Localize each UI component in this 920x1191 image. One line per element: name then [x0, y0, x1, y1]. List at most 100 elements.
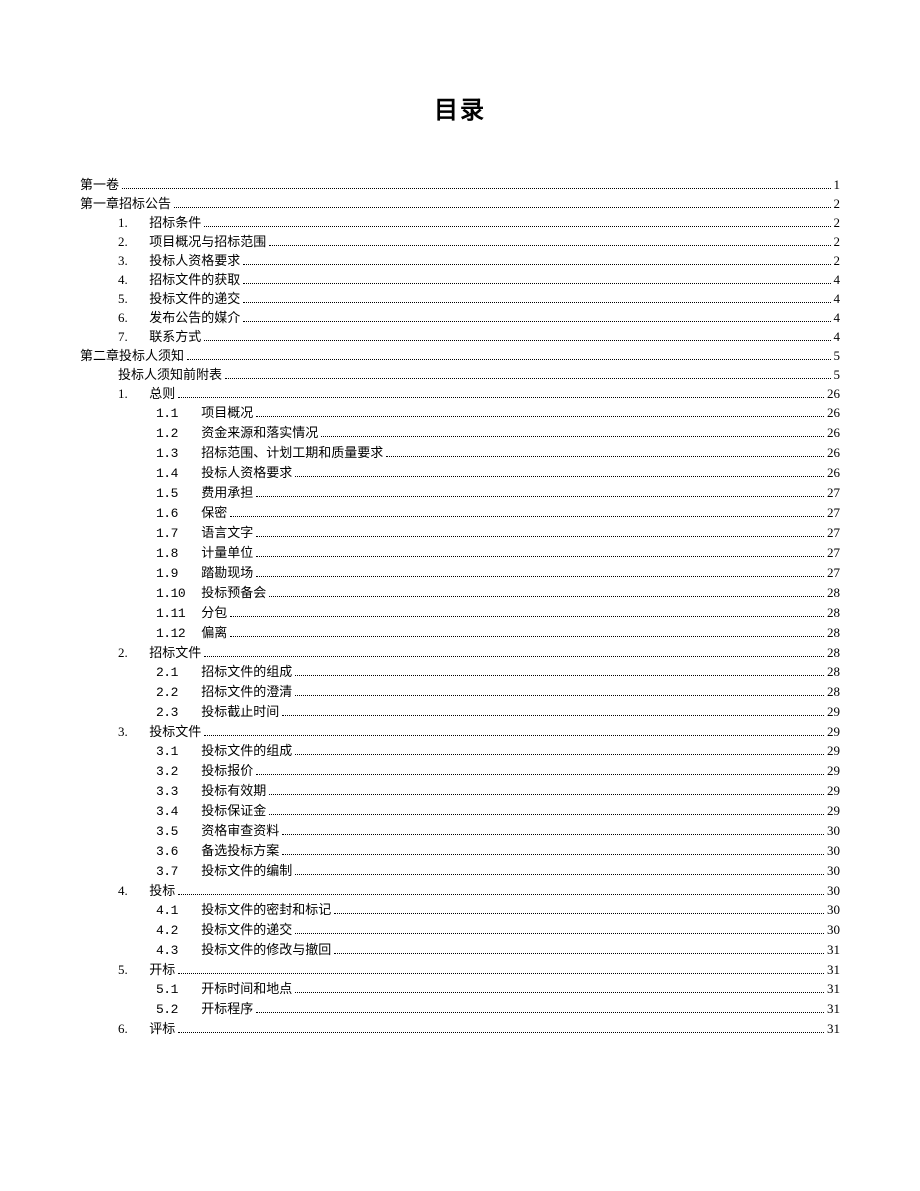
toc-text: 第一卷	[80, 177, 119, 192]
toc-page-number: 27	[827, 543, 840, 562]
toc-number: 3.3	[156, 782, 198, 801]
toc-label: 3. 投标人资格要求	[118, 251, 240, 270]
toc-leader-dots	[225, 378, 830, 379]
toc-text: 投标文件的密封和标记	[201, 902, 331, 917]
toc-entry: 1.12 偏离28	[80, 623, 840, 643]
toc-entry: 1.3 招标范围、计划工期和质量要求26	[80, 443, 840, 463]
toc-entry: 5. 投标文件的递交4	[80, 289, 840, 308]
toc-text: 第一章招标公告	[80, 196, 171, 211]
toc-page-number: 28	[827, 682, 840, 701]
toc-entry: 1.7 语言文字27	[80, 523, 840, 543]
toc-entry: 3.5 资格审查资料30	[80, 821, 840, 841]
toc-page-number: 5	[834, 365, 841, 384]
toc-number: 1.2	[156, 424, 198, 443]
toc-number: 1.3	[156, 444, 198, 463]
toc-text: 保密	[201, 505, 227, 520]
toc-label: 1.12 偏离	[156, 623, 227, 643]
toc-text: 投标文件的修改与撤回	[201, 942, 331, 957]
toc-title: 目录	[80, 90, 840, 125]
toc-label: 5. 开标	[118, 960, 175, 979]
toc-number: 1.	[118, 384, 146, 403]
toc-entry: 6. 发布公告的媒介4	[80, 308, 840, 327]
toc-label: 3.1 投标文件的组成	[156, 741, 292, 761]
toc-page-number: 31	[827, 999, 840, 1018]
toc-number: 2.1	[156, 663, 198, 682]
toc-leader-dots	[295, 754, 824, 755]
toc-label: 1.1 项目概况	[156, 403, 253, 423]
toc-page-number: 28	[827, 583, 840, 602]
toc-entry: 1. 总则26	[80, 384, 840, 403]
toc-text: 投标有效期	[201, 783, 266, 798]
toc-label: 4. 招标文件的获取	[118, 270, 240, 289]
toc-number: 2.2	[156, 683, 198, 702]
toc-entry: 1. 招标条件2	[80, 213, 840, 232]
toc-number: 1.7	[156, 524, 198, 543]
toc-page-number: 29	[827, 781, 840, 800]
toc-text: 开标时间和地点	[201, 981, 292, 996]
toc-leader-dots	[269, 794, 824, 795]
toc-leader-dots	[187, 359, 830, 360]
toc-label: 3.2 投标报价	[156, 761, 253, 781]
toc-entry: 1.2 资金来源和落实情况26	[80, 423, 840, 443]
toc-text: 招标文件的获取	[149, 272, 240, 287]
toc-text: 招标条件	[149, 215, 201, 230]
toc-leader-dots	[204, 656, 824, 657]
toc-label: 1.3 招标范围、计划工期和质量要求	[156, 443, 383, 463]
toc-label: 3.7 投标文件的编制	[156, 861, 292, 881]
toc-label: 7. 联系方式	[118, 327, 201, 346]
toc-leader-dots	[295, 874, 824, 875]
toc-leader-dots	[178, 397, 824, 398]
toc-entry: 3.1 投标文件的组成 29	[80, 741, 840, 761]
toc-page-number: 31	[827, 1019, 840, 1038]
toc-label: 3. 投标文件	[118, 722, 201, 741]
toc-leader-dots	[256, 774, 824, 775]
toc-page-number: 27	[827, 483, 840, 502]
toc-number: 3.2	[156, 762, 198, 781]
toc-leader-dots	[282, 854, 824, 855]
toc-leader-dots	[282, 834, 824, 835]
toc-text: 项目概况与招标范围	[149, 234, 266, 249]
toc-number: 1.10	[156, 584, 198, 603]
toc-page-number: 2	[834, 194, 841, 213]
toc-number: 2.	[118, 643, 146, 662]
toc-label: 3.3 投标有效期	[156, 781, 266, 801]
toc-entry: 4. 投标30	[80, 881, 840, 900]
toc-number: 3.1	[156, 742, 198, 761]
toc-number: 3.6	[156, 842, 198, 861]
toc-number: 1.1	[156, 404, 198, 423]
toc-leader-dots	[386, 456, 824, 457]
toc-label: 1.4 投标人资格要求	[156, 463, 292, 483]
toc-label: 5.1 开标时间和地点	[156, 979, 292, 999]
toc-leader-dots	[282, 715, 824, 716]
toc-label: 1.10 投标预备会	[156, 583, 266, 603]
toc-leader-dots	[256, 536, 824, 537]
toc-entry: 第二章投标人须知5	[80, 346, 840, 365]
toc-label: 3.6 备选投标方案	[156, 841, 279, 861]
toc-number: 4.	[118, 270, 146, 289]
toc-leader-dots	[321, 436, 824, 437]
toc-page-number: 4	[834, 289, 841, 308]
toc-container: 第一卷1第一章招标公告21. 招标条件22. 项目概况与招标范围23. 投标人资…	[80, 175, 840, 1038]
toc-number: 4.	[118, 881, 146, 900]
toc-number: 1.9	[156, 564, 198, 583]
toc-entry: 4. 招标文件的获取4	[80, 270, 840, 289]
toc-page-number: 26	[827, 463, 840, 482]
toc-number: 2.	[118, 232, 146, 251]
toc-entry: 3.4 投标保证金29	[80, 801, 840, 821]
toc-leader-dots	[256, 576, 824, 577]
toc-entry: 第一卷1	[80, 175, 840, 194]
toc-page-number: 31	[827, 940, 840, 959]
toc-label: 1.11 分包	[156, 603, 227, 623]
toc-label: 2. 项目概况与招标范围	[118, 232, 266, 251]
toc-page-number: 29	[827, 741, 840, 760]
toc-leader-dots	[269, 814, 824, 815]
toc-text: 项目概况	[201, 405, 253, 420]
toc-leader-dots	[230, 516, 824, 517]
toc-leader-dots	[204, 735, 824, 736]
toc-entry: 5.2 开标程序31	[80, 999, 840, 1019]
toc-page-number: 28	[827, 662, 840, 681]
toc-leader-dots	[122, 188, 830, 189]
toc-label: 1.9 踏勘现场	[156, 563, 253, 583]
toc-leader-dots	[178, 973, 824, 974]
toc-text: 投标文件	[149, 724, 201, 739]
